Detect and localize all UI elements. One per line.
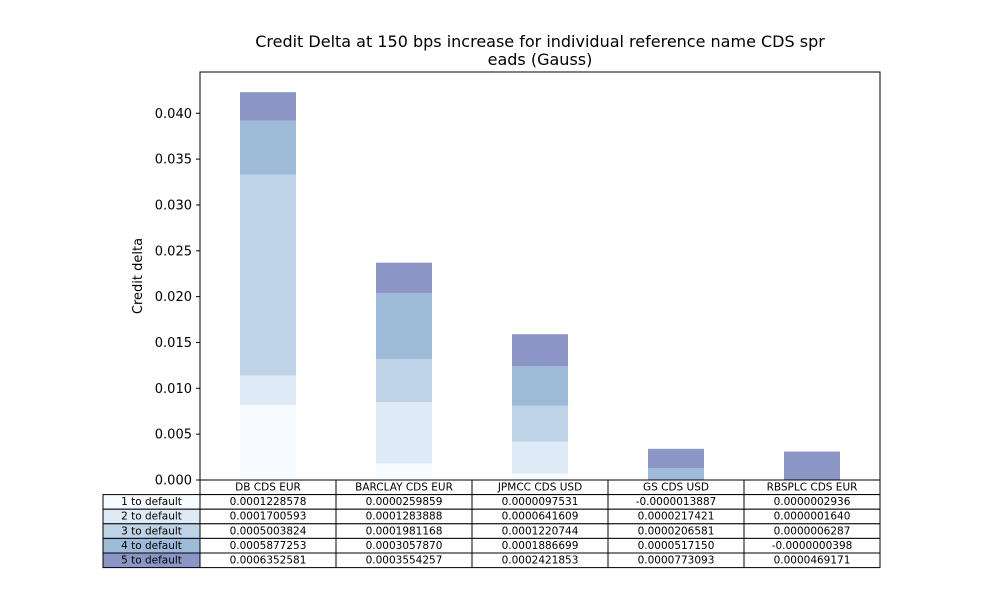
table-cell-value: 0.0001886699 bbox=[502, 540, 579, 552]
data-table: DB CDS EUR BARCLAY CDS EUR JPMCC CDS USD GS… bbox=[102, 479, 881, 569]
table-cell-value: 0.0001981168 bbox=[366, 525, 443, 537]
table-column-header: GS CDS USD bbox=[643, 482, 709, 494]
table-row-header: 5 to default bbox=[121, 555, 182, 567]
table-row-header: 3 to default bbox=[121, 525, 182, 537]
table-cell-value: 0.0000002936 bbox=[774, 496, 851, 508]
bar-segment bbox=[240, 375, 296, 405]
table-cell-value: 0.0003554257 bbox=[366, 555, 443, 567]
table-cell-value: 0.0000217421 bbox=[638, 511, 715, 523]
table-cell-value: 0.0001220744 bbox=[502, 525, 579, 537]
table-cell-value: 0.0000097531 bbox=[502, 496, 579, 508]
table-cell-value: 0.0000259859 bbox=[366, 496, 443, 508]
y-axis-label: Credit delta bbox=[131, 238, 146, 314]
table-cell-value: 0.0000006287 bbox=[774, 525, 851, 537]
bar-segment bbox=[512, 441, 568, 474]
bar-segment bbox=[240, 174, 296, 376]
bar-segment bbox=[240, 92, 296, 121]
bar-segment bbox=[512, 405, 568, 442]
bar-segment bbox=[512, 334, 568, 367]
bar-segment bbox=[376, 402, 432, 464]
bar-segment bbox=[376, 292, 432, 359]
bar-segment bbox=[512, 366, 568, 406]
table-cell-value: 0.0005877253 bbox=[230, 540, 307, 552]
table-cell-value: 0.0000469171 bbox=[774, 555, 851, 567]
bar-segment bbox=[240, 120, 296, 175]
table-column-header: JPMCC CDS USD bbox=[497, 482, 582, 494]
y-tick-label: 0.035 bbox=[155, 153, 192, 168]
bar-segment bbox=[376, 358, 432, 403]
chart-title: Credit Delta at 150 bps increase for ind… bbox=[255, 32, 825, 69]
table-cell-value: 0.0002421853 bbox=[502, 555, 579, 567]
chart-title-line: eads (Gauss) bbox=[488, 50, 593, 69]
y-tick-label: 0.025 bbox=[155, 244, 192, 259]
y-tick-label: 0.000 bbox=[155, 474, 192, 489]
bar-segment bbox=[376, 463, 432, 480]
y-tick-label: 0.010 bbox=[155, 382, 192, 397]
table-cell-value: -0.0000000398 bbox=[772, 540, 853, 552]
table-cell-value: -0.0000013887 bbox=[636, 496, 717, 508]
y-tick-label: 0.040 bbox=[155, 107, 192, 122]
y-tick-label: 0.015 bbox=[155, 336, 192, 351]
table-column-header: DB CDS EUR bbox=[235, 482, 301, 494]
y-tick-label: 0.020 bbox=[155, 290, 192, 305]
bar-segment bbox=[784, 451, 840, 480]
table-cell-value: 0.0001228578 bbox=[230, 496, 307, 508]
table-cell-value: 0.0000517150 bbox=[638, 540, 715, 552]
y-axis: 0.000 0.005 0.010 0.015 0.020 0.025 0.030 0.035… bbox=[155, 107, 200, 489]
table-cell-value: 0.0001283888 bbox=[366, 511, 443, 523]
table-column-header: RBSPLC CDS EUR bbox=[767, 482, 858, 494]
table-cell-value: 0.0003057870 bbox=[366, 540, 443, 552]
y-tick-label: 0.030 bbox=[155, 198, 192, 213]
table-row-header: 2 to default bbox=[121, 511, 182, 523]
table-column-header: BARCLAY CDS EUR bbox=[355, 482, 453, 494]
table-cell-value: 0.0000773093 bbox=[638, 555, 715, 567]
table-row-header: 1 to default bbox=[121, 496, 182, 508]
chart-title-line: Credit Delta at 150 bps increase for ind… bbox=[255, 32, 825, 51]
table-cell-value: 0.0000641609 bbox=[502, 511, 579, 523]
table-row-header: 4 to default bbox=[121, 540, 182, 552]
table-cell-value: 0.0005003824 bbox=[230, 525, 307, 537]
bar-segment bbox=[648, 468, 704, 480]
bar-segment bbox=[648, 448, 704, 469]
bar-segment bbox=[512, 473, 568, 480]
bar-segment bbox=[376, 262, 432, 293]
table-cell-value: 0.0006352581 bbox=[230, 555, 307, 567]
table-cell bbox=[743, 552, 881, 569]
table-cell-value: 0.0000001640 bbox=[774, 511, 851, 523]
table-cell-value: 0.0000206581 bbox=[638, 525, 715, 537]
bars bbox=[240, 92, 840, 480]
bar-segment bbox=[240, 404, 296, 480]
y-tick-label: 0.005 bbox=[155, 428, 192, 443]
table-cell-value: 0.0001700593 bbox=[230, 511, 307, 523]
